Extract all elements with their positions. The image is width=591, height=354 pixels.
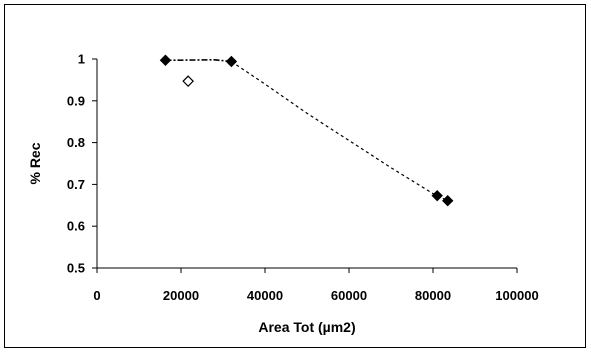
y-tick-label: 0.6: [67, 219, 85, 234]
x-tick-label: 40000: [247, 288, 283, 303]
data-point-filled: [431, 189, 443, 202]
y-tick-label: 0.7: [67, 177, 85, 192]
data-point-filled: [225, 55, 238, 68]
x-tick-label: 20000: [163, 288, 199, 303]
x-tick-label: 80000: [415, 288, 451, 303]
trend-lines: [165, 58, 448, 202]
trend-line: [231, 61, 448, 202]
data-point-filled: [441, 194, 454, 207]
x-tick-label: 100000: [495, 288, 538, 303]
data-point-filled: [159, 54, 172, 66]
y-ticks: 0.5 0.6 0.7 0.8 0.9 1: [67, 52, 97, 276]
y-tick-label: 1: [78, 52, 85, 67]
y-tick-label: 0.9: [67, 93, 85, 108]
y-tick-label: 0.5: [67, 261, 85, 276]
x-tick-label: 0: [93, 288, 100, 303]
chart-frame: [4, 4, 586, 348]
data-points: [159, 54, 454, 207]
x-axis-title: Area Tot (µm2): [258, 319, 355, 335]
axes: [96, 59, 517, 269]
y-tick-label: 0.8: [67, 135, 85, 150]
y-axis-title: % Rec: [27, 142, 43, 184]
data-point-open: [182, 75, 194, 88]
trend-line: [165, 58, 232, 63]
x-ticks: 0 20000 40000 60000 80000 100000: [93, 268, 539, 303]
x-tick-label: 60000: [331, 288, 367, 303]
